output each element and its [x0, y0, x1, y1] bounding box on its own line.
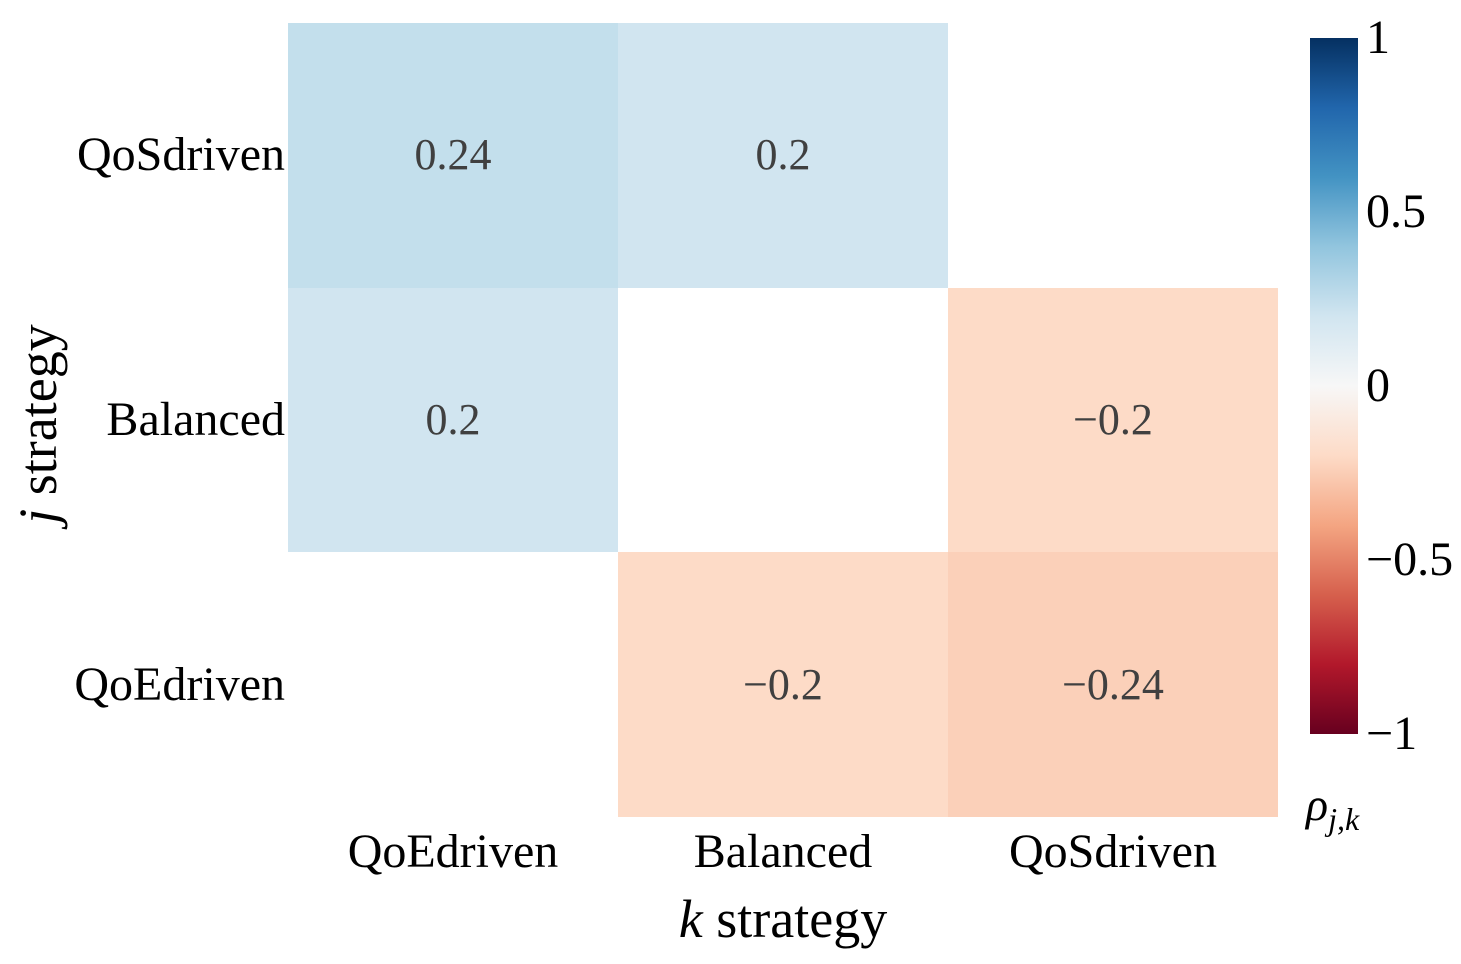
y-tick-label: Balanced [106, 393, 285, 446]
heatmap-cell: −0.24 [948, 552, 1278, 817]
x-axis-label: k strategy [288, 892, 1278, 946]
colorbar-tick-label: −0.5 [1366, 533, 1454, 586]
heatmap-cell: −0.2 [948, 287, 1278, 553]
cell-value-label: 0.24 [414, 130, 492, 180]
cell-value-label: −0.24 [1062, 659, 1164, 709]
cell-value-label: −0.2 [1073, 394, 1153, 444]
colorbar-tick-label: −1 [1366, 707, 1418, 760]
cell-value-label: 0.2 [755, 130, 811, 180]
x-axis-label-text: strategy [702, 889, 888, 949]
y-tick-label: QoSdriven [77, 128, 285, 182]
heatmap-grid: 0.24 0.2 0.2 −0.2 −0.2 −0.24 [288, 23, 1278, 817]
y-tick-label: QoEdriven [74, 657, 285, 711]
colorbar-label-subscript: j,k [1328, 801, 1360, 838]
heatmap-cell: 0.24 [288, 23, 618, 288]
heatmap-cell: 0.2 [288, 287, 618, 553]
cell-value-label: 0.2 [425, 394, 481, 444]
cell-value-label: −0.2 [743, 659, 823, 709]
y-axis-label-variable: j [8, 508, 68, 524]
colorbar-label: ρj,k [1306, 779, 1359, 836]
heatmap-cell: −0.2 [618, 552, 948, 817]
colorbar-label-symbol: ρ [1306, 779, 1329, 830]
colorbar-gradient [1310, 38, 1358, 734]
colorbar-tick-label: 0.5 [1366, 185, 1426, 238]
colorbar-tick-label: 0 [1366, 359, 1390, 412]
x-tick-label: QoEdriven [347, 825, 559, 878]
x-axis-label-variable: k [678, 889, 703, 949]
x-tick-label: Balanced [693, 825, 873, 878]
x-tick-label: QoSdriven [1009, 825, 1217, 878]
heatmap-cell: 0.2 [618, 23, 948, 288]
colorbar-tick-label: 1 [1366, 11, 1390, 64]
